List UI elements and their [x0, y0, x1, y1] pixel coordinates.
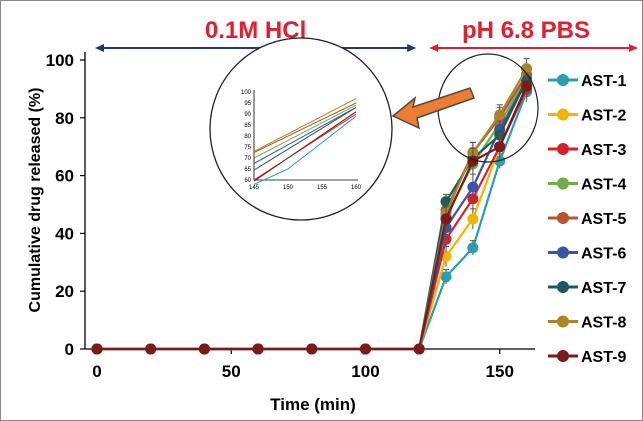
inset-series-ast-1 — [253, 115, 357, 185]
legend-label: AST-6 — [581, 246, 626, 263]
legend-label: AST-9 — [581, 349, 626, 366]
zoom-arrow — [391, 87, 475, 130]
legend-marker — [557, 350, 569, 362]
legend: AST-1 AST-2 AST-3 AST-4 AST-5 AST-6 AST-7 AST-8… — [548, 73, 626, 366]
inset-series-ast-8 — [253, 98, 357, 152]
legend-marker — [557, 212, 569, 224]
inset-series-line — [253, 102, 357, 153]
legend-marker — [557, 143, 569, 155]
data-point — [521, 80, 533, 92]
legend-marker — [557, 315, 569, 328]
x-tick-label: 0 — [92, 362, 101, 381]
inset-series-line — [253, 111, 357, 182]
inset-x-tick-label: 150 — [283, 185, 294, 191]
legend-item-ast-9: AST-9 — [548, 349, 626, 366]
inset-series-ast-4 — [253, 104, 357, 159]
y-tick-label: 20 — [55, 282, 74, 301]
legend-item-ast-8: AST-8 — [548, 315, 626, 332]
hcl-arrow-head-left — [95, 44, 104, 52]
legend-label: AST-3 — [581, 142, 626, 159]
legend-label: AST-4 — [581, 177, 626, 194]
pbs-arrow-head-right — [629, 44, 638, 52]
y-tick-label: 40 — [55, 224, 74, 243]
inset-circle — [209, 37, 393, 221]
x-tick-label: 50 — [222, 362, 241, 381]
series-ast-9 — [91, 72, 533, 355]
x-axis-title: Time (min) — [270, 395, 356, 414]
pbs-arrow-head-left — [429, 44, 439, 52]
inset-x-tick-label: 155 — [317, 185, 328, 191]
legend-marker — [557, 74, 569, 86]
legend-item-ast-1: AST-1 — [548, 73, 626, 90]
inset-y-tick-label: 60 — [244, 178, 251, 184]
legend-marker — [557, 177, 569, 190]
inset-series-line — [253, 106, 357, 171]
y-tick-label: 100 — [46, 51, 74, 70]
inset-series-line — [253, 104, 357, 159]
data-point — [467, 181, 479, 193]
zoom-callout: 145 150 155 160 60 65 70 75 80 85 90 95 100 — [209, 37, 539, 221]
data-point — [440, 213, 452, 225]
inset-y-tick-label: 85 — [244, 123, 251, 129]
legend-item-ast-2: AST-2 — [548, 108, 626, 125]
series-layer — [91, 58, 533, 355]
legend-label: AST-5 — [581, 211, 626, 228]
hcl-arrow-head-right — [407, 44, 417, 52]
legend-item-ast-5: AST-5 — [548, 211, 626, 228]
inset-series-ast-9 — [253, 111, 357, 182]
inset-y-tick-label: 75 — [244, 145, 251, 151]
data-point — [413, 343, 425, 355]
inset-series-ast-7 — [253, 106, 357, 171]
legend-label: AST-8 — [581, 315, 626, 332]
y-tick-label: 80 — [55, 109, 74, 128]
y-tick-label: 0 — [65, 340, 74, 359]
pbs-phase-label: pH 6.8 PBS — [462, 17, 590, 44]
legend-item-ast-6: AST-6 — [548, 246, 626, 263]
data-point — [145, 343, 157, 355]
y-axis-title: Cumulative drug released (%) — [27, 88, 44, 313]
legend-label: AST-2 — [581, 108, 626, 125]
data-point — [359, 343, 371, 355]
legend-label: AST-1 — [581, 73, 626, 90]
inset-series-line — [253, 106, 357, 164]
data-point — [494, 109, 506, 121]
inset-series-ast-5 — [253, 102, 357, 153]
legend-item-ast-3: AST-3 — [548, 142, 626, 159]
data-point — [252, 343, 264, 355]
inset-x-tick-label: 145 — [249, 185, 260, 191]
inset-series-line — [253, 98, 357, 152]
legend-item-ast-4: AST-4 — [548, 177, 626, 194]
inset-series-ast-6 — [253, 106, 357, 164]
inset-y-tick-label: 90 — [244, 112, 251, 118]
legend-item-ast-7: AST-7 — [548, 280, 626, 297]
inset-y-tick-label: 70 — [244, 156, 251, 162]
data-point — [494, 141, 506, 153]
data-point — [467, 213, 479, 225]
inset-series-line — [253, 115, 357, 185]
data-point — [306, 343, 318, 355]
inset-y-tick-label: 65 — [244, 167, 251, 173]
inset-plot: 145 150 155 160 60 65 70 75 80 85 90 95 100 — [241, 90, 362, 191]
legend-marker — [557, 108, 569, 121]
legend-marker — [557, 281, 569, 293]
data-point — [521, 63, 533, 75]
inset-x-tick-label: 160 — [351, 185, 362, 191]
y-tick-label: 60 — [55, 167, 74, 186]
data-point — [440, 271, 452, 283]
data-point — [198, 343, 210, 355]
data-point — [91, 343, 103, 355]
legend-marker — [557, 246, 569, 259]
x-tick-label: 100 — [351, 362, 379, 381]
legend-label: AST-7 — [581, 280, 626, 297]
inset-y-tick-label: 95 — [244, 101, 251, 107]
inset-y-tick-label: 80 — [244, 134, 251, 140]
data-point — [467, 242, 479, 254]
inset-y-tick-label: 100 — [241, 90, 252, 96]
x-tick-label: 150 — [486, 362, 514, 381]
